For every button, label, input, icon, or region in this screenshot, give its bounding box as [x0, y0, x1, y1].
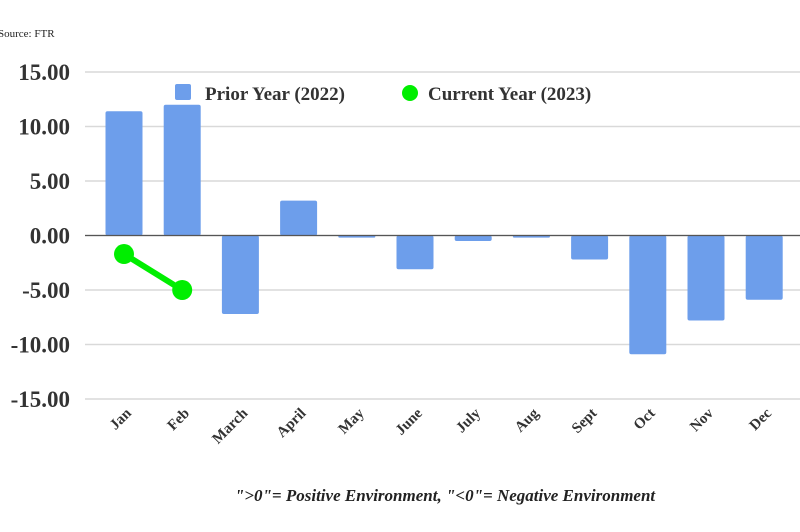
x-tick-label: May: [336, 405, 368, 437]
bar-june: [396, 235, 434, 270]
legend-swatch-prior-year: [175, 84, 191, 100]
x-tick-label: Oct: [631, 406, 659, 434]
bar-july: [454, 235, 492, 241]
y-tick-label: 10.00: [18, 115, 70, 140]
legend: Prior Year (2022) Current Year (2023): [175, 84, 591, 105]
y-tick-label: 5.00: [30, 169, 70, 194]
x-tick-label: Dec: [747, 405, 776, 434]
x-tick-label: Aug: [512, 405, 543, 436]
x-tick-label: June: [393, 405, 426, 438]
chart-note: ">0"= Positive Environment, "<0"= Negati…: [235, 486, 657, 505]
y-tick-label: -15.00: [11, 387, 70, 412]
x-tick-label: April: [274, 406, 309, 441]
legend-swatch-current-year: [402, 85, 418, 101]
y-tick-label: -5.00: [22, 278, 70, 303]
bar-jan: [105, 111, 143, 236]
y-tick-label: 15.00: [18, 60, 70, 85]
x-tick-label: March: [209, 405, 251, 447]
x-tick-label: Jan: [107, 405, 135, 433]
current-year-point-feb: [172, 280, 193, 300]
y-tick-label: 0.00: [30, 224, 70, 249]
source-label: Source: FTR: [0, 28, 55, 40]
legend-label-current-year: Current Year (2023): [428, 84, 591, 105]
bar-nov: [687, 235, 725, 321]
x-tick-label: Feb: [165, 406, 193, 434]
current-year-line: [121, 251, 186, 293]
y-tick-label: -10.00: [11, 333, 70, 358]
x-tick-label: Nov: [687, 405, 717, 435]
bar-sept: [571, 235, 609, 260]
current-year-point-jan: [114, 244, 134, 265]
x-tick-label: July: [453, 405, 484, 436]
bar-march: [221, 235, 259, 314]
bar-oct: [629, 235, 667, 355]
bar-april: [280, 200, 318, 236]
bar-feb: [163, 104, 201, 236]
legend-label-prior-year: Prior Year (2022): [205, 84, 345, 105]
x-tick-label: Sept: [569, 406, 600, 437]
bar-dec: [745, 235, 783, 300]
